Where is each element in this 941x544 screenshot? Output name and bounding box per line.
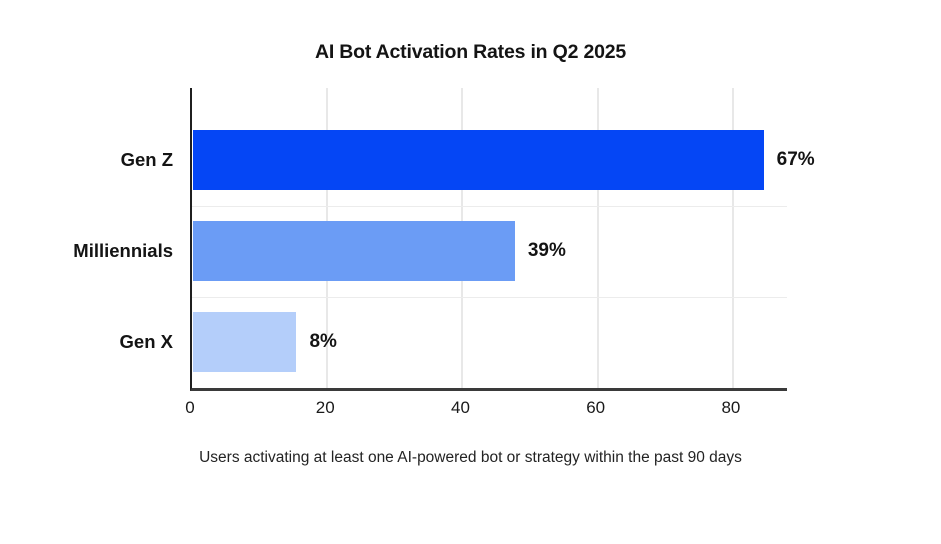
bar-gen-z xyxy=(193,130,764,190)
x-tick-label: 0 xyxy=(185,398,195,417)
bar-milliennials xyxy=(193,221,515,281)
horizontal-gridline xyxy=(192,296,787,298)
plot-area: 67% 39% 8% xyxy=(190,88,815,391)
x-tick-label: 20 xyxy=(315,398,335,417)
chart-title: AI Bot Activation Rates in Q2 2025 xyxy=(314,41,627,63)
bar-gen-x xyxy=(193,312,297,372)
vertical-gridline xyxy=(731,88,734,388)
chart-caption: Users activating at least one AI-powered… xyxy=(199,449,742,466)
horizontal-gridline xyxy=(192,205,787,207)
x-tick-label: 40 xyxy=(450,398,470,417)
x-tick-label: 80 xyxy=(721,398,741,417)
bar-value-label: 67% xyxy=(776,149,815,170)
bar-value-label: 39% xyxy=(527,240,566,261)
category-label: Milliennials xyxy=(73,240,173,261)
category-label: Gen X xyxy=(119,331,173,352)
bar-value-label: 8% xyxy=(309,331,337,352)
vertical-gridline xyxy=(596,88,599,388)
x-tick-label: 60 xyxy=(586,398,606,417)
category-label: Gen Z xyxy=(120,149,173,170)
